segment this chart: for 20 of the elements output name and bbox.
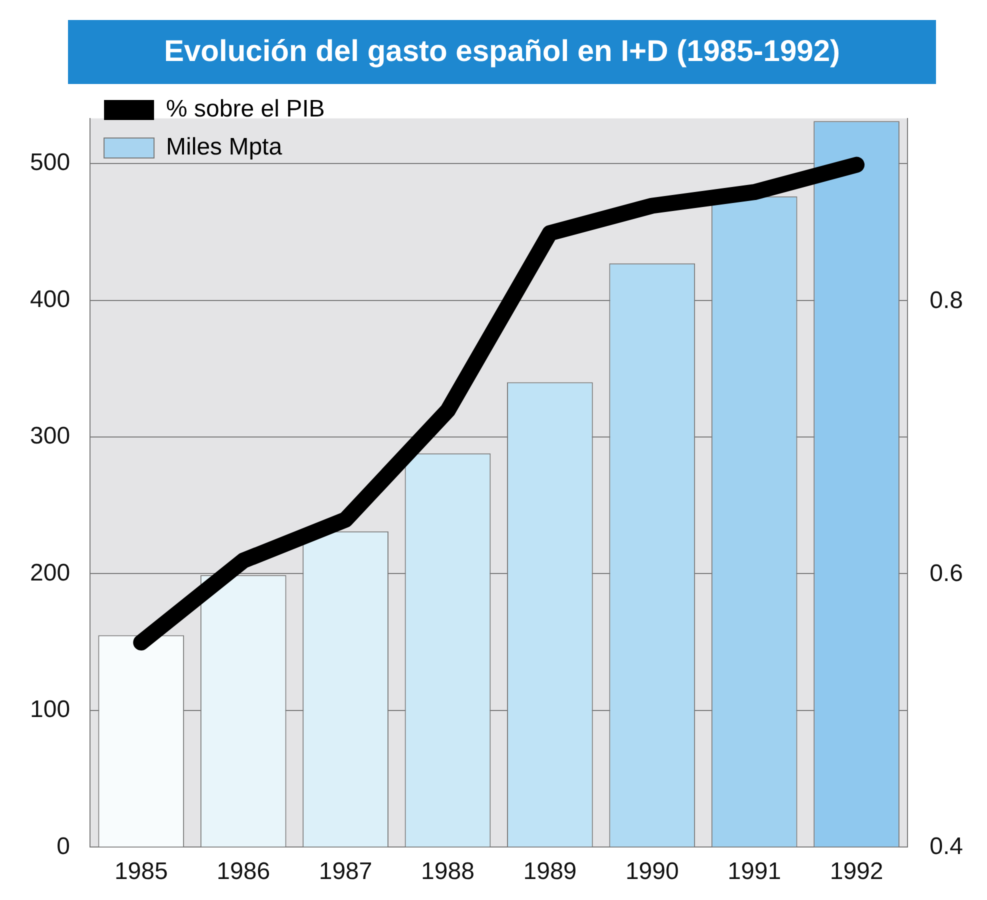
y-tick-label: 400	[30, 286, 70, 313]
y-tick-label: 200	[30, 559, 70, 586]
legend-label: % sobre el PIB	[166, 96, 325, 123]
x-tick-label: 1987	[318, 858, 372, 886]
legend-label: Miles Mpta	[166, 134, 283, 161]
x-tick-label: 1985	[114, 858, 168, 886]
y2-tick-label: 0.6	[930, 560, 964, 587]
x-tick-label: 1992	[830, 858, 884, 886]
x-tick-label: 1988	[421, 858, 474, 886]
x-tick-label: 1991	[728, 858, 782, 886]
y-tick-label: 500	[30, 149, 70, 176]
chart-title: Evolución del gasto español en I+D (1985-1992)	[68, 20, 936, 84]
y-tick-label: 0	[56, 832, 70, 860]
y-tick-label: 300	[30, 422, 70, 450]
y2-tick-label: 0.4	[930, 832, 964, 860]
y-tick-label: 100	[30, 696, 70, 724]
x-tick-label: 1986	[216, 858, 270, 886]
y2-tick-label: 0.8	[930, 286, 964, 314]
x-tick-label: 1989	[523, 858, 577, 886]
x-tick-label: 1990	[625, 858, 679, 886]
